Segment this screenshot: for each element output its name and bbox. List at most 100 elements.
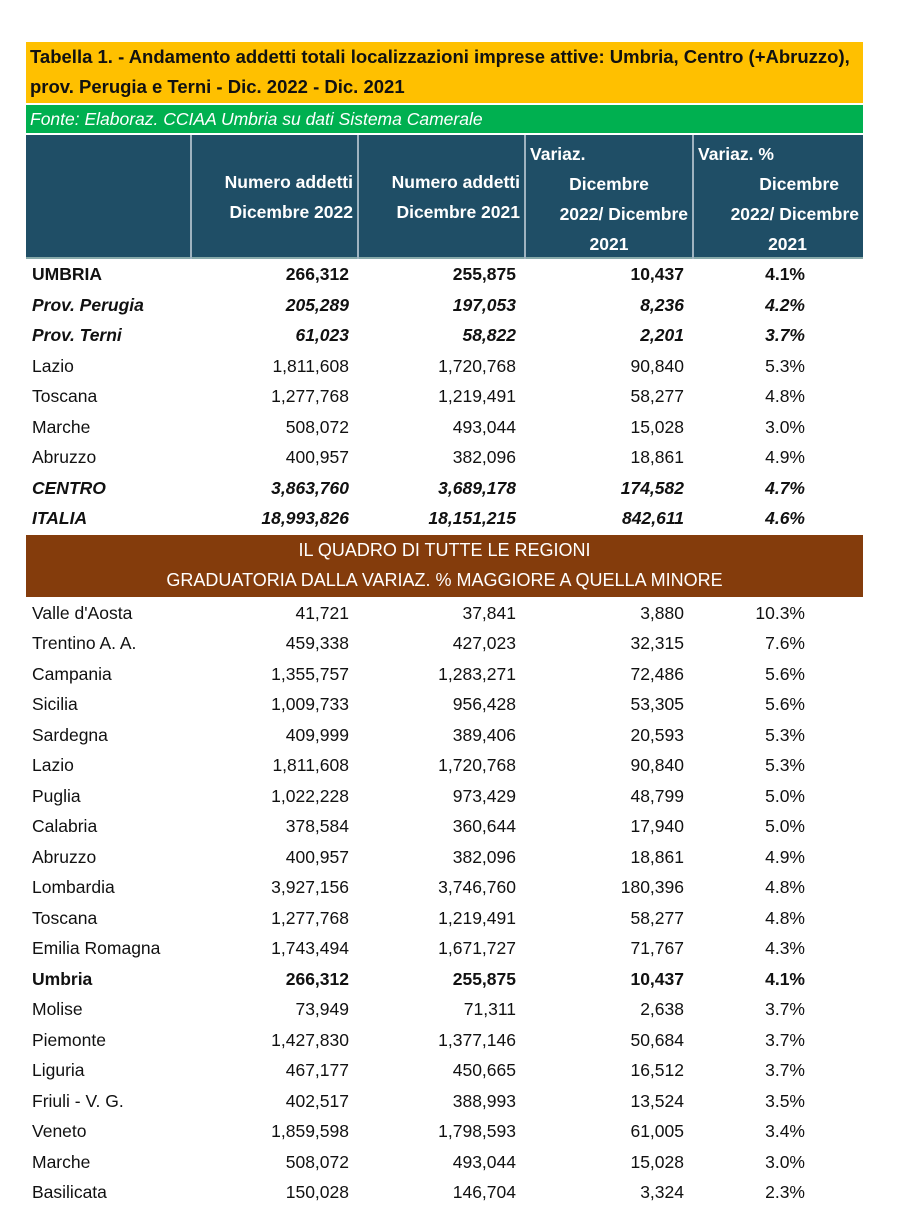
header-text: Variaz. [530, 144, 586, 164]
row-value: 1,219,491 [438, 907, 516, 928]
header-text: Dicembre [759, 174, 839, 194]
row-value: 18,861 [630, 447, 684, 467]
row-label: Lazio [32, 355, 74, 376]
row-label: Emilia Romagna [32, 938, 161, 958]
row-value: 378,584 [285, 816, 349, 836]
table-row: Puglia 1,022,228 973,429 48,799 5.0% [26, 781, 863, 812]
table-row: Marche 508,072 493,044 15,028 3.0% [26, 1147, 863, 1178]
table-source: Fonte: Elaboraz. CCIAA Umbria su dati Si… [26, 105, 863, 133]
row-value: 32,315 [630, 633, 684, 653]
row-label: Basilicata [32, 1182, 107, 1202]
row-value: 973,429 [452, 785, 516, 806]
row-value: 4.6% [765, 508, 805, 528]
row-value: 1,811,608 [272, 355, 349, 376]
row-value: 4.1% [765, 264, 805, 284]
row-value: 5.6% [765, 663, 805, 684]
row-value: 16,512 [630, 1060, 684, 1080]
row-value: 388,993 [452, 1090, 516, 1111]
row-value: 1,022,228 [271, 785, 349, 806]
row-value: 58,277 [630, 907, 684, 928]
row-value: 90,840 [630, 755, 684, 775]
row-label: Marche [32, 1151, 91, 1172]
row-value: 5.3% [765, 724, 805, 745]
row-value: 5.0% [765, 816, 805, 836]
table-row: Prov. Terni 61,023 58,822 2,201 3.7% [26, 320, 863, 351]
table-row: Toscana 1,277,768 1,219,491 58,277 4.8% [26, 381, 863, 412]
region-rows: Valle d'Aosta 41,721 37,841 3,880 10.3% Trent… [26, 598, 863, 1208]
row-value: 1,355,757 [271, 663, 349, 684]
row-value: 255,875 [452, 264, 516, 284]
row-value: 266,312 [285, 264, 349, 284]
row-value: 3.0% [765, 416, 805, 437]
row-value: 8,236 [640, 294, 684, 315]
row-value: 1,859,598 [271, 1121, 349, 1141]
row-value: 1,377,146 [438, 1029, 516, 1050]
row-value: 4.8% [765, 907, 805, 928]
header-text: 2021 [589, 234, 629, 254]
row-value: 7.6% [765, 633, 805, 653]
row-label: Valle d'Aosta [32, 602, 133, 623]
row-value: 427,023 [452, 633, 516, 653]
header-text: Dicembre [569, 174, 649, 194]
row-label: Friuli - V. G. [32, 1090, 124, 1111]
row-label: UMBRIA [32, 264, 102, 284]
row-value: 17,940 [630, 816, 684, 836]
table-row: Marche 508,072 493,044 15,028 3.0% [26, 412, 863, 443]
row-value: 58,277 [630, 386, 684, 406]
row-value: 389,406 [452, 724, 516, 745]
table-row: Friuli - V. G. 402,517 388,993 13,524 3.5% [26, 1086, 863, 1117]
row-value: 90,840 [630, 355, 684, 376]
row-label: Lombardia [32, 877, 115, 897]
row-value: 71,767 [630, 938, 684, 958]
header-text: Numero addetti [224, 172, 353, 192]
row-value: 3.0% [765, 1151, 805, 1172]
table-row: Sardegna 409,999 389,406 20,593 5.3% [26, 720, 863, 751]
row-value: 3.7% [765, 1060, 805, 1080]
row-value: 255,875 [452, 968, 516, 989]
table-row: CENTRO 3,863,760 3,689,178 174,582 4.7% [26, 473, 863, 504]
row-label: Campania [32, 663, 112, 684]
table-row: Umbria 266,312 255,875 10,437 4.1% [26, 964, 863, 995]
row-value: 467,177 [285, 1060, 349, 1080]
row-label: Trentino A. A. [32, 633, 137, 653]
row-label: Lazio [32, 755, 74, 775]
row-value: 508,072 [285, 416, 349, 437]
row-value: 10,437 [630, 264, 684, 284]
table-row: Valle d'Aosta 41,721 37,841 3,880 10.3% [26, 598, 863, 629]
row-value: 150,028 [285, 1182, 349, 1202]
row-value: 1,798,593 [438, 1121, 516, 1141]
row-value: 1,427,830 [271, 1029, 349, 1050]
row-label: Abruzzo [32, 447, 97, 467]
row-value: 5.3% [765, 755, 805, 775]
header-text: Variaz. % [698, 144, 774, 164]
row-label: Puglia [32, 785, 81, 806]
table-header: Numero addetti Dicembre 2022 Numero adde… [26, 135, 863, 259]
row-value: 1,720,768 [438, 755, 516, 775]
header-region [26, 135, 190, 259]
table-row: ITALIA 18,993,826 18,151,215 842,611 4.6% [26, 503, 863, 534]
row-value: 842,611 [622, 508, 684, 528]
table-row: Sicilia 1,009,733 956,428 53,305 5.6% [26, 689, 863, 720]
table-row: Prov. Perugia 205,289 197,053 8,236 4.2% [26, 290, 863, 321]
row-value: 266,312 [285, 968, 349, 989]
row-value: 4.8% [765, 877, 805, 897]
table-row: Basilicata 150,028 146,704 3,324 2.3% [26, 1177, 863, 1208]
row-value: 1,277,768 [271, 386, 349, 406]
row-value: 1,743,494 [271, 938, 349, 958]
row-label: CENTRO [32, 477, 106, 498]
row-value: 493,044 [452, 416, 516, 437]
row-value: 1,811,608 [272, 755, 349, 775]
row-value: 3.4% [765, 1121, 805, 1141]
table-row: Abruzzo 400,957 382,096 18,861 4.9% [26, 842, 863, 873]
row-value: 1,219,491 [438, 386, 516, 406]
table-row: Lazio 1,811,608 1,720,768 90,840 5.3% [26, 750, 863, 781]
row-value: 13,524 [630, 1090, 684, 1111]
table-title: Tabella 1. - Andamento addetti totali lo… [26, 42, 863, 103]
header-text: Dicembre 2021 [396, 202, 520, 222]
row-label: Abruzzo [32, 846, 97, 867]
row-value: 1,009,733 [271, 694, 349, 714]
row-value: 18,993,826 [261, 508, 349, 528]
row-value: 1,720,768 [438, 355, 516, 376]
row-value: 197,053 [452, 294, 516, 315]
row-label: Toscana [32, 907, 98, 928]
